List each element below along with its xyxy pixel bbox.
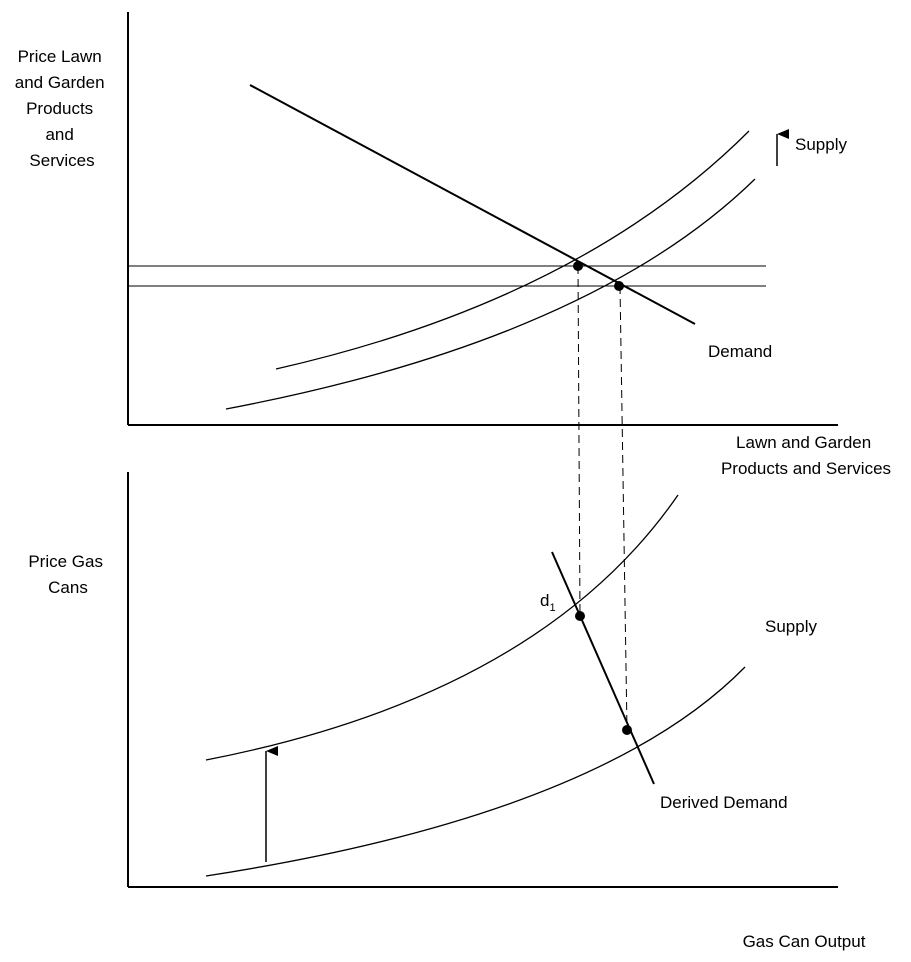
bottom-y-axis-label: Price Gas Cans xyxy=(28,552,107,597)
top-graph: Price Lawn and Garden Products and Servi… xyxy=(15,12,891,478)
bottom-supply-label: Supply xyxy=(765,617,817,636)
top-y-axis-label: Price Lawn and Garden Products and Servi… xyxy=(15,47,110,170)
d1-point-label: d1 xyxy=(540,591,556,614)
top-x-axis-label: Lawn and Garden Products and Services xyxy=(721,433,891,478)
derived-demand-line xyxy=(551,551,655,785)
demand-label: Demand xyxy=(708,342,772,361)
top-supply-label: Supply xyxy=(795,135,847,154)
supply-curve-original xyxy=(225,178,756,410)
equilibrium-point-2 xyxy=(614,281,624,291)
derived-point-1 xyxy=(575,611,585,621)
bottom-x-axis-label: Gas Can Output xyxy=(743,932,866,951)
gas-supply-curve-shifted xyxy=(205,494,679,761)
connector-lines xyxy=(577,265,628,731)
derived-demand-label: Derived Demand xyxy=(660,793,788,812)
bottom-graph: Price Gas Cans Gas Can Output Supply Der… xyxy=(28,472,866,951)
derived-point-2 xyxy=(622,725,632,735)
dashed-connector-1 xyxy=(577,265,581,617)
dashed-connector-2 xyxy=(619,285,628,731)
supply-curve-shifted xyxy=(275,130,750,370)
demand-line xyxy=(249,84,696,325)
gas-supply-curve-original xyxy=(205,666,746,877)
